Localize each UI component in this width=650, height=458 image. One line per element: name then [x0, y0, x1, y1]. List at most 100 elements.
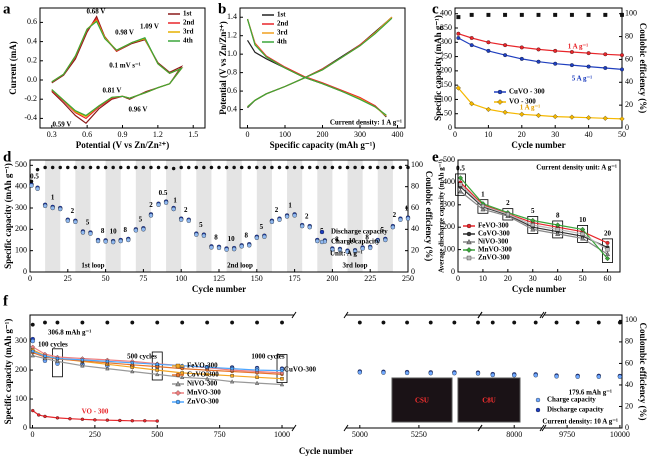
rate-label: 2 [393, 211, 397, 219]
data-point [519, 12, 524, 17]
annotation: 3rd loop [342, 262, 367, 270]
rate-label: 2 [149, 201, 153, 209]
x-tick-label: 100 [279, 130, 291, 139]
data-point [300, 165, 304, 170]
data-point [620, 12, 624, 17]
x-tick-label: 175 [289, 274, 301, 283]
annotation: Current density unit: A g⁻¹ [536, 164, 617, 172]
data-point [383, 165, 388, 170]
panel-letter: b [218, 1, 226, 17]
x-tick-label: 60 [604, 274, 612, 283]
series-line [246, 17, 393, 116]
y2-tick-label: 80 [411, 181, 419, 190]
y-tick-label: 200 [15, 224, 27, 233]
legend-label: CuVO - 300 [509, 88, 545, 96]
y2-axis-label: Coulombic efficiency (%) [638, 323, 648, 421]
data-point [73, 219, 78, 225]
y-tick-label: 0.2 [27, 56, 37, 65]
data-point [155, 372, 160, 377]
data-point [603, 66, 608, 70]
legend-swatch [319, 239, 325, 245]
data-point [586, 12, 591, 17]
data-point [29, 183, 34, 188]
data-point [530, 226, 536, 232]
axis-break [539, 424, 545, 432]
x-tick-label: 0.6 [82, 130, 92, 139]
data-point [205, 365, 209, 369]
data-point [255, 375, 259, 379]
y2-tick-label: 0 [411, 267, 415, 276]
data-point [292, 213, 297, 218]
data-point [535, 112, 542, 118]
data-point [315, 238, 320, 244]
data-point [224, 247, 229, 252]
data-point [617, 374, 623, 379]
data-point [555, 227, 560, 232]
data-point [586, 115, 592, 121]
data-point [406, 165, 410, 170]
data-point [345, 249, 350, 254]
data-point [486, 48, 491, 53]
data-point [141, 227, 146, 232]
y2-tick-label: 100 [625, 9, 637, 18]
data-point [81, 165, 85, 170]
data-point [605, 247, 610, 252]
data-point [604, 256, 611, 262]
legend-swatch [175, 381, 181, 387]
data-point [255, 380, 260, 385]
data-point [180, 371, 184, 375]
series-line [246, 16, 393, 117]
data-point [254, 235, 259, 241]
x-tick-label: 5250 [411, 430, 427, 439]
legend-swatch [175, 363, 181, 369]
data-point [105, 366, 110, 371]
annotation: 0.96 V [129, 106, 148, 114]
y-tick-label: 0 [448, 123, 452, 132]
rate-label: 5 [531, 207, 535, 215]
x-tick-label: 8000 [506, 430, 522, 439]
data-point [171, 166, 176, 171]
y-tick-label: 0.6 [27, 17, 37, 26]
y2-tick-label: 40 [625, 77, 633, 86]
data-point [285, 165, 289, 170]
annotation: 1.09 V [140, 23, 159, 31]
legend-label: NiVO-300 [187, 380, 218, 388]
legend-label: MnVO-300 [187, 389, 221, 397]
y-tick-label: 200 [15, 365, 27, 374]
data-point [88, 165, 93, 170]
rate-label: 10 [579, 216, 587, 224]
plot-frame [29, 314, 623, 429]
axis-break [477, 311, 483, 319]
x-tick-label: 50 [102, 274, 110, 283]
data-point [452, 320, 457, 325]
data-point [553, 12, 558, 17]
data-point [512, 320, 517, 325]
x-tick-label: 20 [518, 130, 526, 139]
data-point [330, 247, 335, 252]
data-point [376, 165, 380, 170]
data-point [80, 230, 86, 235]
data-point [280, 368, 284, 373]
x-tick-label: 10000 [610, 430, 630, 439]
data-point [455, 85, 461, 91]
axis-break [539, 311, 545, 319]
data-point [575, 320, 580, 325]
data-point [315, 165, 320, 170]
rate-label: 0.5 [30, 173, 39, 181]
data-point [452, 371, 457, 376]
data-point [480, 206, 486, 212]
data-point [180, 320, 185, 325]
legend-label: CoVO-300 [187, 371, 219, 379]
data-point [156, 202, 161, 207]
shaded-band [377, 160, 393, 272]
data-point [118, 238, 123, 244]
y2-tick-label: 20 [411, 245, 419, 254]
data-point [596, 374, 601, 379]
legend-label: 3rd [183, 28, 194, 36]
series-line [458, 33, 623, 56]
legend-swatch [535, 397, 541, 403]
data-point [205, 320, 210, 325]
data-point [30, 338, 35, 344]
